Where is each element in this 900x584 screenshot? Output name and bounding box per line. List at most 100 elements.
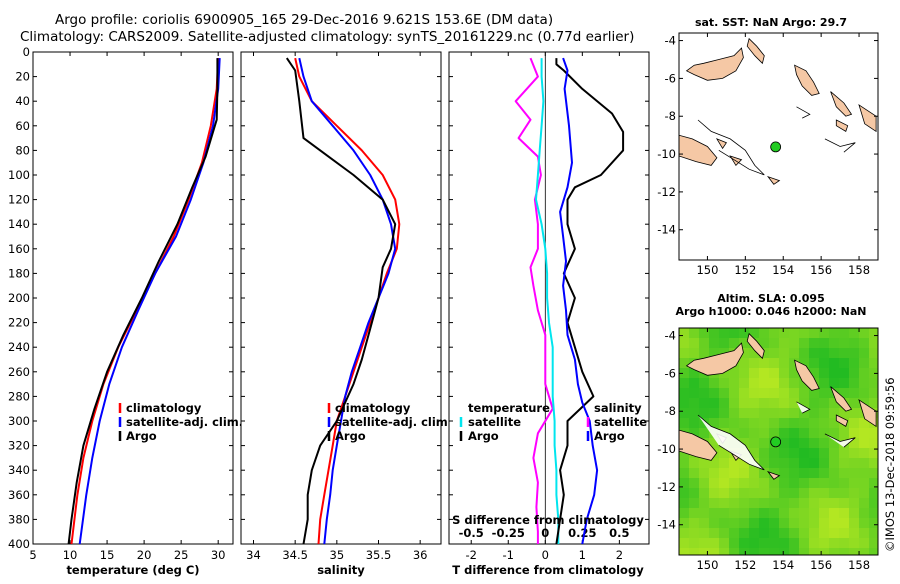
sla-cell xyxy=(789,328,799,338)
sla-cell xyxy=(809,338,819,348)
sla-cell xyxy=(699,518,709,528)
coastline xyxy=(796,106,811,119)
sla-cell xyxy=(709,328,719,338)
sla-cell xyxy=(849,498,859,508)
series-line-s-satellite xyxy=(514,57,554,544)
sla-cell xyxy=(819,528,829,538)
sla-cell xyxy=(679,388,689,398)
sla-cell xyxy=(729,468,739,478)
sla-cell xyxy=(799,488,809,498)
sla-cell xyxy=(849,478,859,488)
sla-cell xyxy=(689,348,699,358)
x-tick-label: 35 xyxy=(330,548,345,562)
lat-tick-label: -6 xyxy=(665,366,676,380)
sla-cell xyxy=(779,338,789,348)
x-tick-label: 1 xyxy=(579,548,586,562)
sla-cell xyxy=(739,508,749,518)
sla-cell xyxy=(859,488,869,498)
sla-cell xyxy=(829,328,839,338)
sla-cell xyxy=(709,438,719,448)
sla-cell xyxy=(699,468,709,478)
sla-cell xyxy=(719,548,729,555)
sla-cell xyxy=(869,358,878,368)
sla-cell xyxy=(769,478,779,488)
sst-map: sat. SST: NaN Argo: 29.7 -4 -6 -8 -10 -12 -14… xyxy=(657,16,879,277)
sla-cell xyxy=(859,428,869,438)
sla-cell xyxy=(819,468,829,478)
land xyxy=(685,47,744,81)
land xyxy=(830,91,853,117)
sla-cell xyxy=(739,528,749,538)
sla-cell xyxy=(679,458,689,468)
land xyxy=(830,386,853,412)
sla-cell xyxy=(749,378,759,388)
sla-cell xyxy=(809,358,819,368)
sla-cell xyxy=(689,328,699,338)
land xyxy=(794,359,820,391)
lat-tick-label: -12 xyxy=(657,185,676,199)
sla-cell xyxy=(829,368,839,378)
sla-cell xyxy=(709,408,719,418)
x-tick-label: 10 xyxy=(63,548,78,562)
sla-cell xyxy=(819,398,829,408)
sla-cell xyxy=(679,468,689,478)
map-content xyxy=(679,37,877,185)
sla-cell xyxy=(769,538,779,548)
sla-cell xyxy=(799,398,809,408)
sla-cell xyxy=(709,478,719,488)
sla-cell xyxy=(869,498,878,508)
sla-cell xyxy=(689,498,699,508)
sla-map-title-1: Altim. SLA: 0.095 xyxy=(717,292,824,305)
sla-cell xyxy=(789,548,799,555)
argo-float-marker xyxy=(770,141,782,153)
sla-cell xyxy=(849,488,859,498)
sla-cell xyxy=(769,408,779,418)
sla-cell xyxy=(829,338,839,348)
sla-map-title-2: Argo h1000: 0.046 h2000: NaN xyxy=(675,305,866,318)
sla-cell xyxy=(759,508,769,518)
sla-cell xyxy=(709,538,719,548)
sla-cell xyxy=(849,528,859,538)
land xyxy=(835,119,849,132)
sla-cell xyxy=(829,488,839,498)
sla-cell xyxy=(719,338,729,348)
sla-cell xyxy=(849,328,859,338)
sla-cell xyxy=(859,458,869,468)
sla-cell xyxy=(849,508,859,518)
salinity-legend: climatology satellite-adj. clim. Argo xyxy=(327,401,452,443)
sla-cell xyxy=(779,458,789,468)
sla-cell xyxy=(809,428,819,438)
sla-cell xyxy=(779,328,789,338)
sla-cell xyxy=(709,518,719,528)
series-line-t-satellite xyxy=(535,58,560,544)
sla-cell xyxy=(699,338,709,348)
sla-cell xyxy=(749,388,759,398)
sla-cell xyxy=(799,548,809,555)
sla-cell xyxy=(849,538,859,548)
sla-cell xyxy=(809,458,819,468)
sla-cell xyxy=(839,548,849,555)
legend-climatology: climatology xyxy=(335,401,411,415)
sla-cell xyxy=(709,458,719,468)
sla-cell xyxy=(679,328,689,338)
sla-cell xyxy=(809,368,819,378)
sla-cell xyxy=(869,518,878,528)
y-tick-label: 320 xyxy=(8,439,30,453)
sla-cell xyxy=(859,328,869,338)
sla-cell xyxy=(759,488,769,498)
sla-cell xyxy=(779,538,789,548)
sla-cell xyxy=(809,348,819,358)
sla-cell xyxy=(789,528,799,538)
sla-cell xyxy=(869,508,878,518)
lat-tick-label: -8 xyxy=(665,109,676,123)
sla-cell xyxy=(769,398,779,408)
lon-tick-label: 156 xyxy=(810,263,832,277)
sla-cell xyxy=(809,438,819,448)
x-tick-label: 15 xyxy=(100,548,115,562)
y-tick-label: 20 xyxy=(15,70,30,84)
sla-cell xyxy=(719,538,729,548)
sla-cell xyxy=(689,518,699,528)
sla-cell xyxy=(739,538,749,548)
sla-cell xyxy=(799,338,809,348)
sla-cell xyxy=(769,488,779,498)
